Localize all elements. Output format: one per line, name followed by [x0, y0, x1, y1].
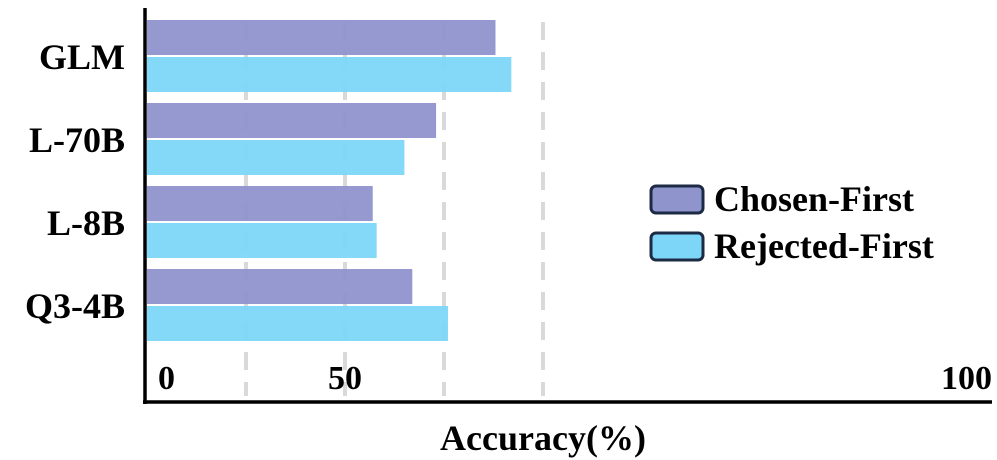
category-label: Q3-4B	[25, 286, 125, 326]
legend-swatch-Chosen-First	[649, 184, 705, 215]
bar-L-70B-Chosen-First	[147, 103, 437, 138]
legend-label-Chosen-First: Chosen-First	[714, 179, 914, 219]
category-label: L-8B	[47, 203, 125, 243]
axes	[143, 8, 992, 404]
category-labels: GLM L-70B L-8B Q3-4B	[25, 37, 125, 326]
tick-labels: 0 50 100	[158, 360, 992, 397]
bar-Q3-4B-Rejected-First	[147, 306, 448, 341]
category-label: L-70B	[29, 120, 125, 160]
bar-GLM-Chosen-First	[147, 20, 496, 55]
legend-swatch-Rejected-First	[649, 231, 705, 262]
bar-L-8B-Rejected-First	[147, 223, 377, 258]
bars	[147, 20, 512, 341]
bar-L-70B-Rejected-First	[147, 140, 405, 175]
tick-label: 100	[941, 360, 992, 397]
bar-Q3-4B-Chosen-First	[147, 269, 413, 304]
tick-label: 0	[158, 360, 175, 397]
x-axis-label: Accuracy(%)	[440, 418, 646, 458]
bar-L-8B-Chosen-First	[147, 186, 373, 221]
legend: Chosen-First Rejected-First	[649, 179, 934, 266]
tick-label: 50	[328, 360, 362, 397]
bar-GLM-Rejected-First	[147, 57, 512, 92]
category-label: GLM	[39, 37, 125, 77]
legend-label-Rejected-First: Rejected-First	[714, 226, 934, 266]
